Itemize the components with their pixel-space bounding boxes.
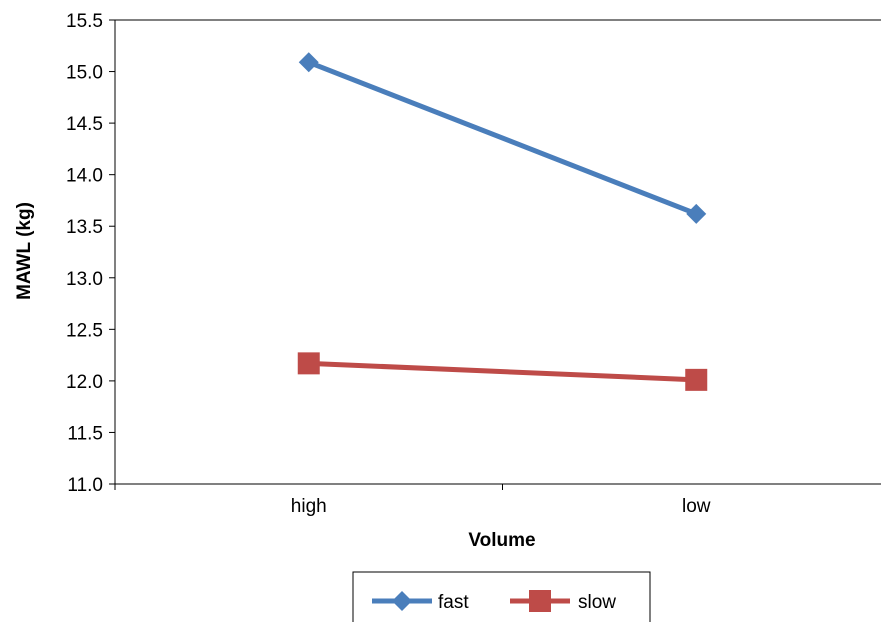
series-layer [297, 52, 708, 391]
y-tick-label: 13.0 [66, 269, 103, 290]
axes [109, 19, 881, 490]
series-slow [297, 352, 708, 391]
y-tick-label: 13.5 [66, 217, 103, 238]
series-line-slow [308, 360, 697, 383]
x-axis-title: Volume [468, 530, 535, 551]
x-tick-label: high [291, 496, 327, 517]
y-tick-label: 14.5 [66, 114, 103, 135]
y-tick-label: 11.0 [67, 475, 103, 496]
y-tick-label: 12.0 [66, 372, 103, 393]
data-point-fast [298, 52, 319, 73]
data-point-slow [685, 368, 708, 391]
y-tick-label: 12.5 [66, 320, 103, 341]
y-tick-labels: 11.0 11.5 12.0 12.5 13.0 13.5 14.0 14.5 15.0 15.5 [66, 11, 103, 496]
y-tick-label: 11.5 [67, 423, 103, 444]
y-tick-label: 14.0 [66, 166, 103, 187]
legend-marker-slow [529, 590, 551, 612]
y-tick-label: 15.0 [66, 63, 103, 84]
legend-label-fast: fast [438, 592, 469, 613]
data-point-slow [297, 352, 320, 375]
series-line-fast [307, 59, 698, 217]
legend: fast slow [352, 571, 651, 622]
legend-marker-fast [392, 591, 412, 611]
y-axis-title: MAWL (kg) [14, 202, 35, 300]
series-fast [298, 52, 707, 224]
legend-label-slow: slow [578, 592, 616, 613]
x-tick-label: low [682, 496, 711, 517]
x-tick-labels: high low [291, 496, 711, 517]
data-point-fast [686, 203, 707, 224]
y-tick-label: 15.5 [66, 11, 103, 32]
